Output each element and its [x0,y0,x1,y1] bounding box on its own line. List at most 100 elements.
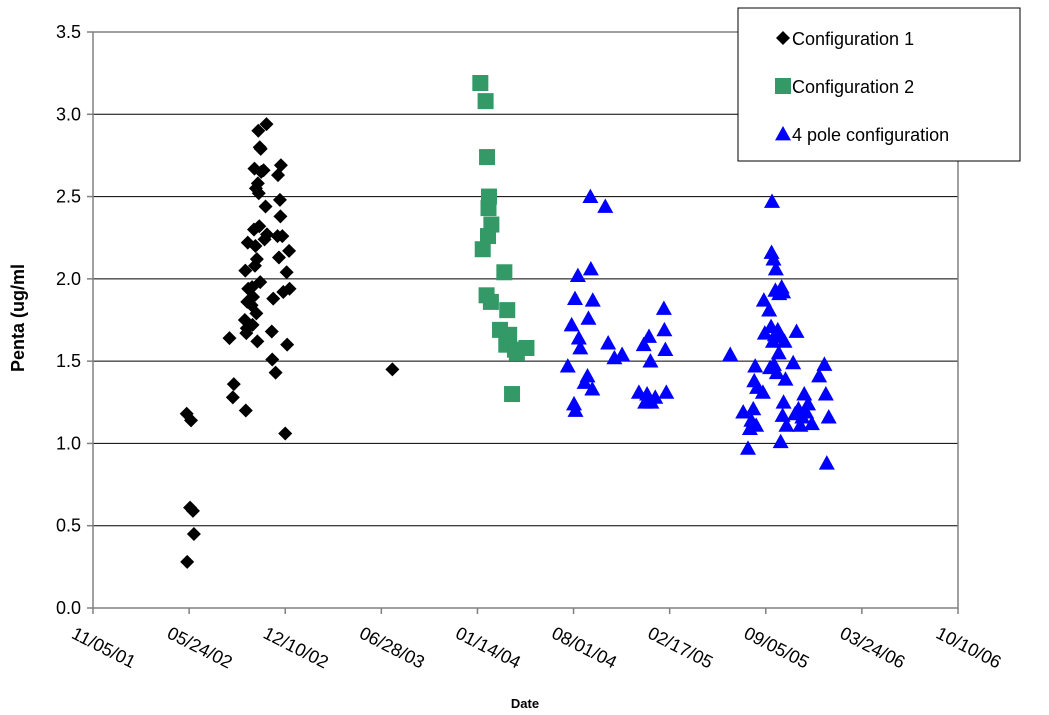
data-point [249,252,264,267]
data-point [776,333,793,348]
data-point [658,384,675,399]
data-point [186,526,201,541]
data-point [258,199,273,214]
data-point [580,310,597,325]
data-point [245,280,260,295]
y-tick-label: 1.5 [56,351,81,371]
data-point [222,331,237,346]
data-point [474,241,491,258]
data-point [472,75,489,92]
data-point [572,339,589,355]
data-point [566,395,583,411]
data-point [259,117,274,132]
gridlines [93,113,958,527]
x-tick-label: 12/10/02 [260,623,332,673]
data-point [775,284,792,299]
series-2 [472,75,535,403]
data-point [180,554,195,569]
data-point [496,264,513,281]
data-point [225,390,240,405]
data-point [777,371,794,386]
data-points [179,75,837,569]
data-point [816,356,833,371]
data-point [655,300,672,315]
x-tick-label: 05/24/02 [164,623,236,673]
legend-label: 4 pole configuration [792,125,949,145]
legend-marker [775,126,791,141]
data-point [266,291,281,306]
x-tick-label: 03/24/06 [837,623,909,673]
data-point [238,403,253,418]
series-1 [179,117,400,569]
data-point [754,384,771,399]
data-point [499,302,516,319]
y-tick-label: 3.5 [56,22,81,42]
data-point [282,243,297,258]
data-point [251,123,266,138]
data-point [745,400,762,416]
data-point [252,219,267,234]
data-point [264,324,279,339]
data-point [584,381,601,396]
data-point [268,365,283,380]
data-point [246,289,261,304]
data-point [597,198,614,213]
data-point [566,290,583,306]
data-point [244,298,259,313]
data-point [811,367,828,383]
data-point [641,328,658,343]
data-point [764,193,781,208]
data-point [775,394,792,409]
x-tick-label: 02/17/05 [645,623,717,673]
data-point [798,404,815,419]
data-point [483,216,500,233]
data-point [253,141,268,156]
data-point [600,335,617,350]
data-point [582,260,599,276]
data-point [614,346,631,361]
data-point [817,386,834,401]
data-point [755,292,772,307]
data-point [273,209,288,224]
x-tick-label: 11/05/01 [69,623,139,672]
data-point [256,163,271,178]
data-point [504,386,521,403]
data-point [482,293,499,310]
data-point [501,326,518,343]
data-point [796,386,813,401]
data-point [253,275,268,290]
data-point [279,265,294,280]
data-point [569,267,586,282]
data-point [250,334,265,349]
data-point [656,321,673,337]
data-point [635,336,652,352]
y-tick-label: 0.0 [56,598,81,618]
data-point [570,330,587,345]
data-point [265,352,280,367]
data-point [657,341,674,357]
data-point [238,263,253,278]
data-point [647,389,664,404]
x-tick-label: 09/05/05 [741,623,813,673]
legend-marker [775,78,791,94]
data-point [559,358,576,373]
legend: Configuration 1 Configuration 2 4 pole con… [737,7,1021,162]
y-axis-title: Penta (ug/ml [8,264,28,372]
data-point [792,417,809,432]
data-point [249,306,264,321]
data-point [251,186,266,201]
x-tick-label: 10/10/06 [933,623,1005,673]
data-point [767,260,784,276]
data-point [722,346,739,361]
data-point [278,426,293,441]
legend-label: Configuration 2 [792,77,914,97]
data-point [803,415,820,431]
data-point [768,364,785,380]
legend-label: Configuration 1 [792,29,914,49]
data-point [820,409,837,424]
series-3 [559,188,837,470]
data-point [385,362,400,377]
data-point [748,417,765,432]
data-point [642,353,659,368]
